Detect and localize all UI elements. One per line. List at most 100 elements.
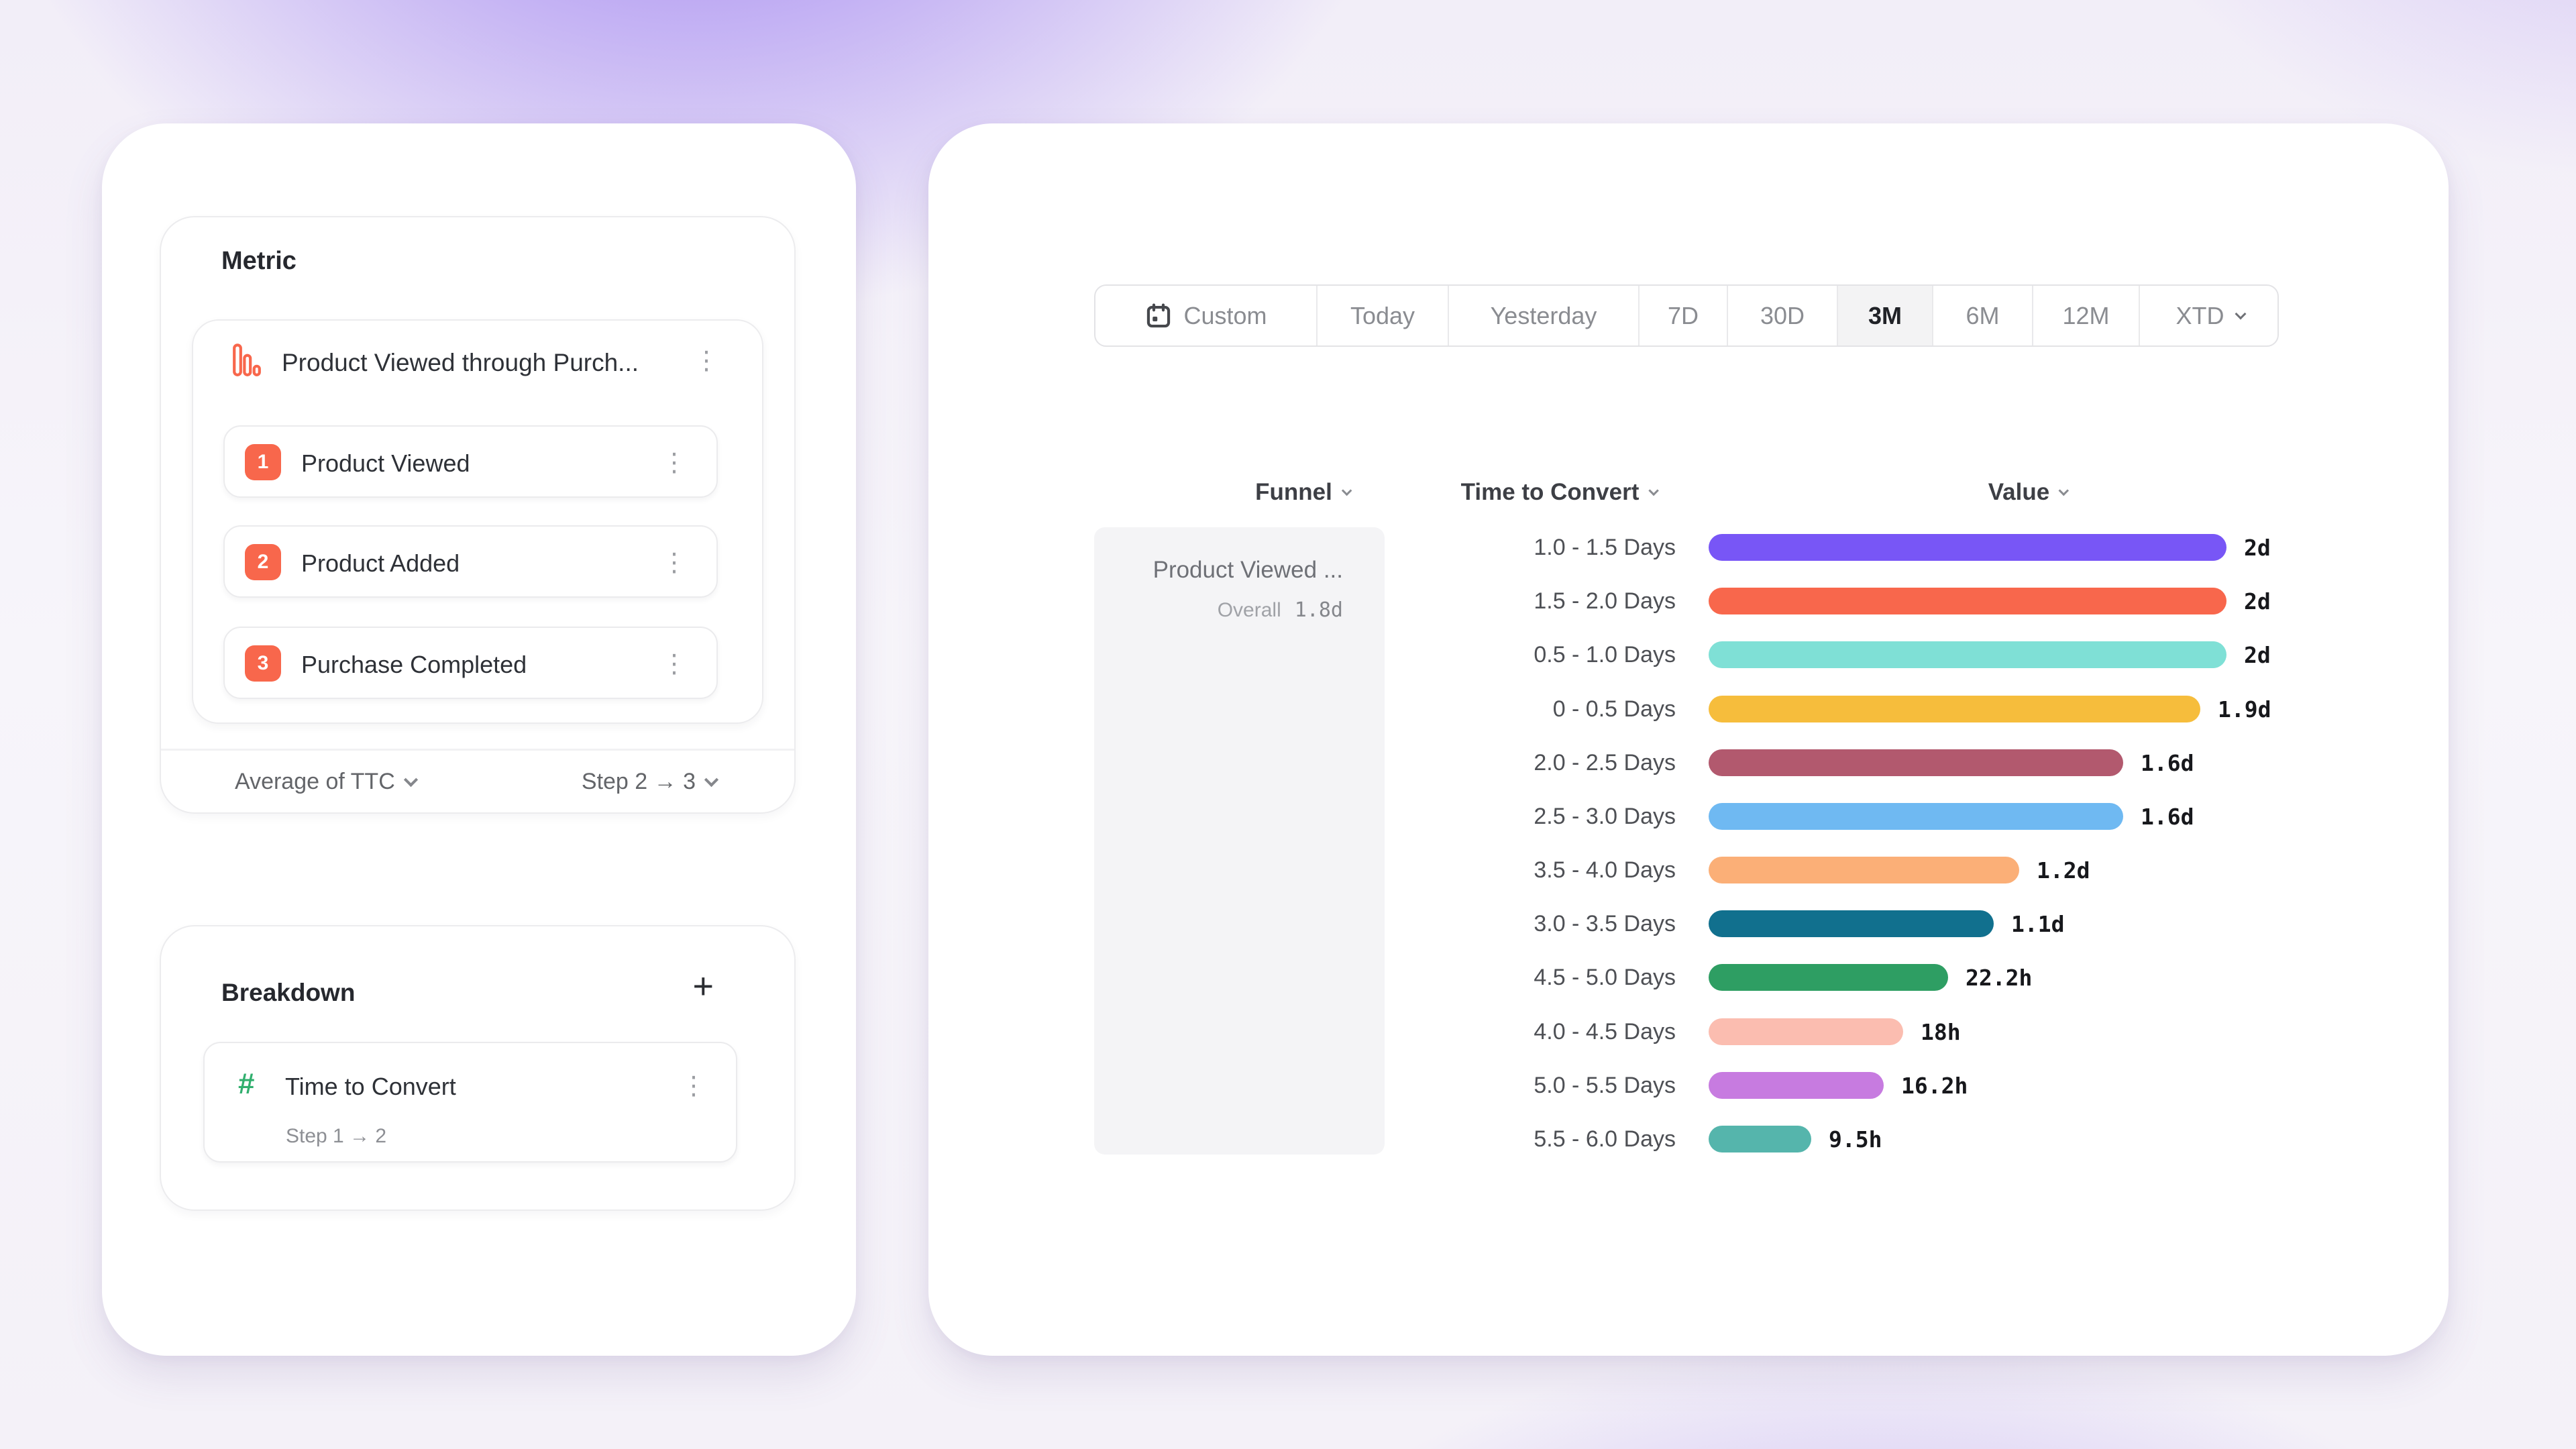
value-bar[interactable] bbox=[1709, 696, 2200, 722]
funnel-cell[interactable]: Product Viewed ... Overall 1.8d bbox=[1094, 527, 1385, 1155]
query-builder-panel: Metric Product Viewed through Purch... ⋮… bbox=[102, 123, 856, 1356]
kebab-menu-icon[interactable]: ⋮ bbox=[661, 649, 687, 678]
metric-section-title: Metric bbox=[221, 247, 297, 275]
value-bar[interactable] bbox=[1709, 749, 2123, 776]
bar-row: 4.5 - 5.0 Days 22.2h bbox=[928, 951, 2449, 1004]
date-tab-label: Yesterday bbox=[1490, 301, 1597, 329]
bar-row: 1.5 - 2.0 Days 2d bbox=[928, 574, 2449, 628]
bucket-label: 2.5 - 3.0 Days bbox=[1534, 803, 1676, 829]
metric-card-footer: Average of TTC Step 2 → 3 bbox=[161, 749, 794, 812]
value-label: 1.6d bbox=[2141, 803, 2194, 830]
date-tab-yesterday[interactable]: Yesterday bbox=[1449, 286, 1640, 345]
chevron-down-icon bbox=[1648, 485, 1659, 496]
date-tab-label: 7D bbox=[1667, 301, 1699, 329]
funnel-step-2[interactable]: 2 Product Added ⋮ bbox=[223, 525, 718, 598]
value-label: 2d bbox=[2244, 641, 2271, 668]
aggregation-dropdown[interactable]: Average of TTC bbox=[235, 769, 418, 795]
bucket-label: 5.0 - 5.5 Days bbox=[1534, 1072, 1676, 1098]
funnel-chart-icon bbox=[233, 343, 261, 376]
value-label: 1.1d bbox=[2011, 910, 2065, 937]
bucket-label: 3.0 - 3.5 Days bbox=[1534, 910, 1676, 936]
value-label: 22.2h bbox=[1966, 964, 2033, 991]
date-tab-label: Custom bbox=[1183, 301, 1267, 329]
date-range-picker: Custom Today Yesterday 7D 30D 3M 6M 12M XTD bbox=[1094, 284, 2279, 347]
bar-row: 3.5 - 4.0 Days 1.2d bbox=[928, 843, 2449, 897]
column-header-time-to-convert[interactable]: Time to Convert bbox=[1461, 478, 1659, 507]
date-tab-6m[interactable]: 6M bbox=[1933, 286, 2033, 345]
funnel-step-3[interactable]: 3 Purchase Completed ⋮ bbox=[223, 627, 718, 699]
value-label: 16.2h bbox=[1901, 1072, 1968, 1099]
date-tab-7d[interactable]: 7D bbox=[1640, 286, 1728, 345]
funnel-cell-title: Product Viewed ... bbox=[1152, 557, 1343, 583]
kebab-menu-icon[interactable]: ⋮ bbox=[694, 345, 719, 375]
date-tab-label: XTD bbox=[2176, 301, 2224, 329]
value-label: 2d bbox=[2244, 534, 2271, 561]
bar-row: 5.5 - 6.0 Days 9.5h bbox=[928, 1112, 2449, 1166]
value-bar[interactable] bbox=[1709, 803, 2123, 830]
value-label: 1.2d bbox=[2037, 857, 2090, 883]
value-bar[interactable] bbox=[1709, 588, 2226, 614]
step-range-dropdown[interactable]: Step 2 → 3 bbox=[582, 769, 719, 795]
value-bar[interactable] bbox=[1709, 1126, 1811, 1152]
step-number-badge: 3 bbox=[245, 645, 281, 682]
chevron-down-icon bbox=[2235, 308, 2246, 319]
column-header-funnel[interactable]: Funnel bbox=[1255, 478, 1352, 507]
chevron-down-icon bbox=[2058, 485, 2070, 496]
step-number-badge: 2 bbox=[245, 544, 281, 580]
bar-row: 2.5 - 3.0 Days 1.6d bbox=[928, 790, 2449, 843]
bar-row: 3.0 - 3.5 Days 1.1d bbox=[928, 897, 2449, 951]
date-tab-label: 30D bbox=[1760, 301, 1805, 329]
chevron-down-icon bbox=[704, 772, 719, 788]
value-bar[interactable] bbox=[1709, 1018, 1903, 1045]
funnel-step-1[interactable]: 1 Product Viewed ⋮ bbox=[223, 425, 718, 498]
kebab-menu-icon[interactable]: ⋮ bbox=[681, 1071, 706, 1100]
date-tab-label: Today bbox=[1350, 301, 1415, 329]
add-breakdown-button[interactable]: + bbox=[692, 966, 714, 1006]
value-bar[interactable] bbox=[1709, 964, 1948, 991]
step-label: Purchase Completed bbox=[301, 651, 527, 678]
funnel-group-card: Product Viewed through Purch... ⋮ 1 Produ… bbox=[192, 319, 763, 724]
bar-row: 2.0 - 2.5 Days 1.6d bbox=[928, 736, 2449, 790]
kebab-menu-icon[interactable]: ⋮ bbox=[661, 447, 687, 477]
value-bar[interactable] bbox=[1709, 534, 2226, 561]
bucket-label: 4.5 - 5.0 Days bbox=[1534, 964, 1676, 990]
bar-row: 4.0 - 4.5 Days 18h bbox=[928, 1005, 2449, 1059]
chevron-down-icon bbox=[1341, 485, 1352, 496]
bucket-label: 4.0 - 4.5 Days bbox=[1534, 1018, 1676, 1044]
value-label: 1.9d bbox=[2218, 696, 2271, 722]
value-bar[interactable] bbox=[1709, 857, 2019, 883]
value-label: 9.5h bbox=[1829, 1126, 1882, 1152]
value-label: 2d bbox=[2244, 588, 2271, 614]
column-header-value[interactable]: Value bbox=[1988, 478, 2070, 507]
bucket-label: 3.5 - 4.0 Days bbox=[1534, 857, 1676, 883]
breakdown-item[interactable]: # Time to Convert ⋮ Step 1 → 2 bbox=[203, 1042, 737, 1163]
date-tab-today[interactable]: Today bbox=[1318, 286, 1449, 345]
kebab-menu-icon[interactable]: ⋮ bbox=[661, 547, 687, 577]
value-label: 1.6d bbox=[2141, 749, 2194, 776]
date-tab-custom[interactable]: Custom bbox=[1095, 286, 1318, 345]
bar-row: 5.0 - 5.5 Days 16.2h bbox=[928, 1059, 2449, 1112]
calendar-icon bbox=[1147, 303, 1171, 327]
date-tab-12m[interactable]: 12M bbox=[2033, 286, 2140, 345]
date-tab-label: 3M bbox=[1868, 301, 1902, 329]
date-tab-label: 6M bbox=[1966, 301, 2000, 329]
bar-row: 0.5 - 1.0 Days 2d bbox=[928, 628, 2449, 682]
funnel-title: Product Viewed through Purch... bbox=[282, 349, 639, 376]
step-label: Product Added bbox=[301, 549, 460, 577]
breakdown-item-label: Time to Convert bbox=[285, 1073, 456, 1100]
value-bar[interactable] bbox=[1709, 641, 2226, 668]
value-bar[interactable] bbox=[1709, 1072, 1884, 1099]
breakdown-section-title: Breakdown bbox=[221, 979, 356, 1006]
bucket-label: 0.5 - 1.0 Days bbox=[1534, 641, 1676, 667]
bucket-label: 5.5 - 6.0 Days bbox=[1534, 1126, 1676, 1152]
value-bar[interactable] bbox=[1709, 910, 1994, 937]
date-tab-30d[interactable]: 30D bbox=[1728, 286, 1838, 345]
date-tab-xtd[interactable]: XTD bbox=[2140, 286, 2277, 345]
funnel-title-row[interactable]: Product Viewed through Purch... ⋮ bbox=[193, 321, 762, 401]
bar-row: 0 - 0.5 Days 1.9d bbox=[928, 682, 2449, 736]
date-tab-3m[interactable]: 3M bbox=[1838, 286, 1933, 345]
breakdown-card: Breakdown + # Time to Convert ⋮ Step 1 →… bbox=[160, 925, 796, 1211]
bucket-label: 1.0 - 1.5 Days bbox=[1534, 534, 1676, 560]
chevron-down-icon bbox=[403, 772, 418, 788]
